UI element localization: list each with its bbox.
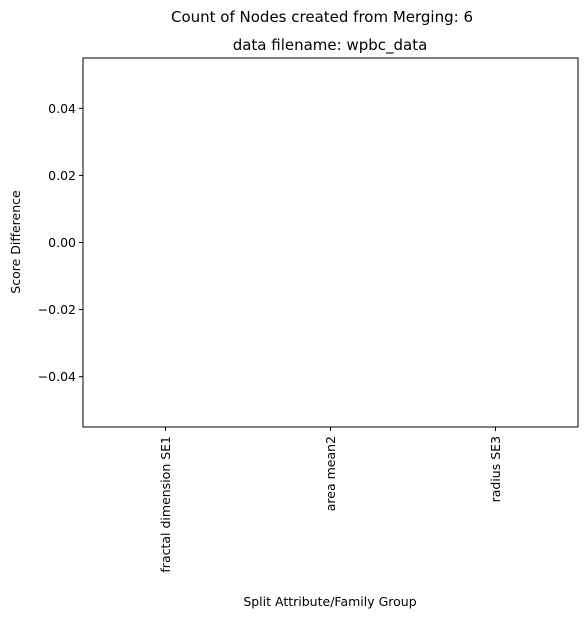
y-tick-label: 0.00 bbox=[48, 235, 76, 250]
y-axis-label: Score Difference bbox=[8, 190, 23, 294]
chart-title: data filename: wpbc_data bbox=[233, 36, 428, 55]
plot-area: −0.04 −0.02 0.00 0.02 0.04 fractal dimension … bbox=[38, 57, 579, 573]
x-tick-label: radius SE3 bbox=[488, 436, 503, 502]
y-tick-label: −0.02 bbox=[38, 302, 76, 317]
x-tick-label: fractal dimension SE1 bbox=[158, 436, 173, 573]
x-axis-label: Split Attribute/Family Group bbox=[243, 594, 416, 609]
x-tick-label: area mean2 bbox=[323, 436, 338, 511]
y-tick-label: 0.02 bbox=[48, 168, 76, 183]
axes-frame bbox=[82, 57, 579, 428]
chart-suptitle: Count of Nodes created from Merging: 6 bbox=[171, 8, 473, 26]
y-tick-label: 0.04 bbox=[48, 101, 76, 116]
y-tick-label: −0.04 bbox=[38, 369, 76, 384]
